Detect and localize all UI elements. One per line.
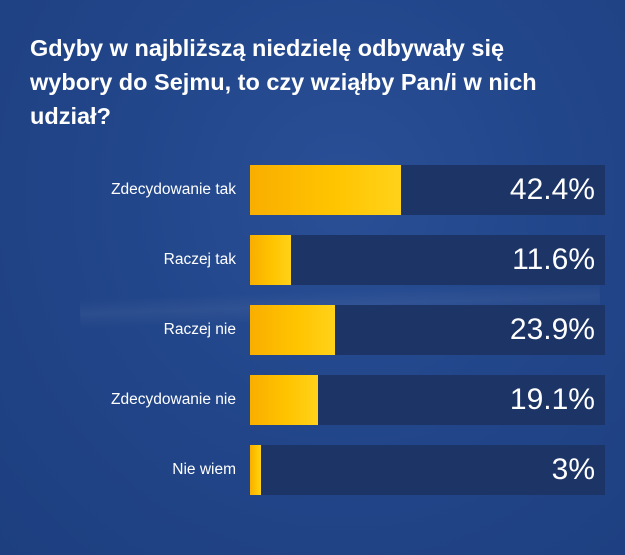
value-label: 19.1% (509, 383, 595, 416)
category-label: Nie wiem (172, 461, 236, 478)
bar-track: 19.1% (250, 375, 605, 425)
bar (250, 235, 291, 285)
value-label: 3% (551, 453, 595, 486)
bar-row: Zdecydowanie tak 42.4% (0, 165, 625, 215)
bar-row: Raczej nie 23.9% (0, 305, 625, 355)
bar (250, 445, 261, 495)
category-label: Raczej tak (163, 251, 236, 268)
bar-track: 3% (250, 445, 605, 495)
bar-row: Raczej tak 11.6% (0, 235, 625, 285)
bar-track: 23.9% (250, 305, 605, 355)
chart-title: Gdyby w najbliższą niedzielę odbywały si… (30, 35, 537, 129)
bar-row: Zdecydowanie nie 19.1% (0, 375, 625, 425)
bar (250, 165, 401, 215)
category-label: Zdecydowanie tak (111, 181, 236, 198)
bar-track: 11.6% (250, 235, 605, 285)
value-label: 23.9% (509, 313, 595, 346)
bar-row: Nie wiem 3% (0, 445, 625, 495)
bar-track: 42.4% (250, 165, 605, 215)
value-label: 42.4% (509, 173, 595, 206)
category-label: Zdecydowanie nie (111, 391, 236, 408)
bar (250, 375, 318, 425)
category-label: Raczej nie (163, 321, 236, 338)
value-label: 11.6% (512, 243, 595, 276)
bar (250, 305, 335, 355)
